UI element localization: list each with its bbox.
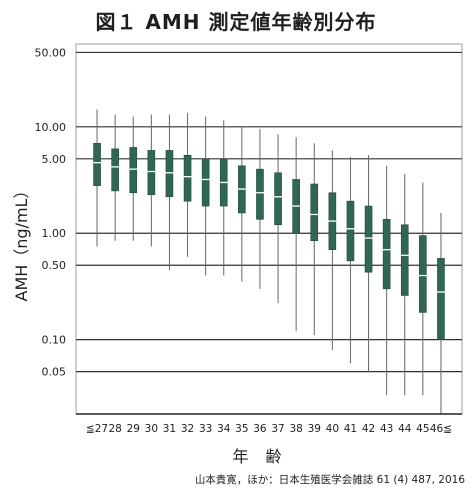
x-tick-label: ≦27 — [86, 423, 108, 435]
box-iqr — [93, 142, 101, 186]
box-iqr — [147, 150, 156, 196]
y-tick-label: 0.10 — [42, 334, 67, 347]
x-tick-label: 45 — [416, 423, 429, 435]
x-axis-label: 年 齢 — [232, 447, 288, 466]
y-tick-label: 1.00 — [42, 227, 67, 240]
box-iqr — [382, 219, 391, 290]
x-tick-label: 29 — [127, 423, 140, 435]
x-tick-label: 41 — [344, 423, 357, 435]
x-tick-label: 43 — [380, 423, 393, 435]
chart-title: 図１ AMH 測定値年齢別分布 — [95, 10, 377, 34]
box-iqr — [364, 205, 373, 273]
x-tick-label: 32 — [181, 423, 194, 435]
x-tick-label: 42 — [362, 423, 375, 435]
x-tick-label: 46≦ — [430, 423, 452, 435]
x-tick-label: 40 — [326, 423, 339, 435]
x-tick-label: 36 — [253, 423, 267, 435]
box-iqr — [346, 200, 355, 262]
box-iqr — [437, 258, 445, 340]
y-tick-label: 0.05 — [42, 366, 67, 379]
box-iqr — [201, 158, 210, 207]
x-tick-label: 44 — [398, 423, 412, 435]
box-iqr — [400, 224, 409, 296]
x-tick-label: 35 — [235, 423, 248, 435]
x-tick-label: 31 — [163, 423, 176, 435]
y-tick-label: 50.00 — [35, 46, 67, 59]
box-iqr — [183, 154, 192, 202]
x-tick-label: 28 — [108, 423, 121, 435]
source-citation: 山本貴寛，ほか：日本生殖医学会雑誌 61 (4) 487, 2016 — [194, 474, 465, 486]
x-tick-label: 37 — [271, 423, 284, 435]
x-tick-label: 39 — [308, 423, 321, 435]
x-tick-label: 30 — [145, 423, 158, 435]
x-tick-label: 34 — [217, 423, 231, 435]
y-tick-label: 0.50 — [42, 259, 67, 272]
x-tick-label: 38 — [289, 423, 302, 435]
box-iqr — [310, 183, 319, 242]
y-axis-label: AMH（ng/mL） — [12, 182, 31, 302]
box-iqr — [256, 168, 264, 220]
box-iqr — [419, 235, 427, 313]
x-tick-label: 33 — [199, 423, 212, 435]
y-tick-label: 5.00 — [42, 153, 67, 166]
box-iqr — [274, 172, 282, 226]
box-iqr — [111, 148, 119, 192]
y-tick-label: 10.00 — [35, 121, 67, 134]
box-iqr — [129, 147, 138, 194]
box-iqr — [165, 150, 174, 198]
